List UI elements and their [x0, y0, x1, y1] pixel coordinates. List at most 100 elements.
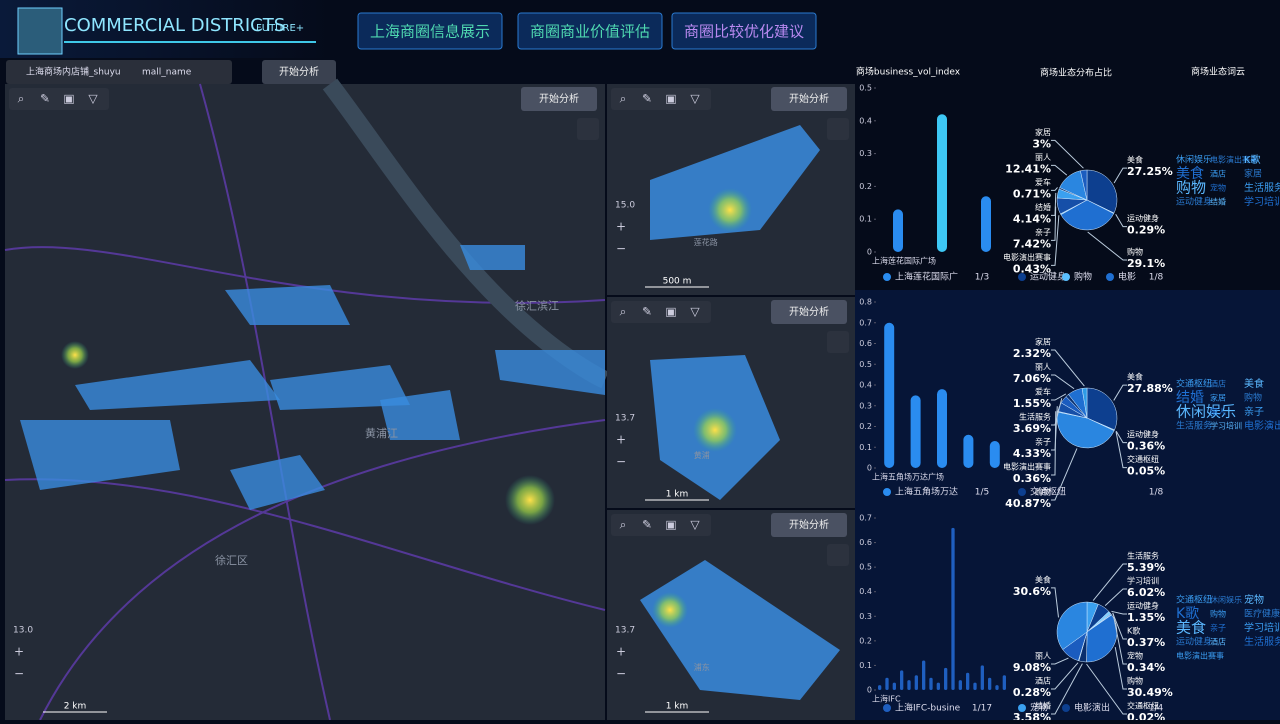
- chart-title: 商场业态分布占比: [1040, 67, 1112, 79]
- analyze-label[interactable]: 开始分析: [539, 92, 579, 105]
- slice-name: 爱车: [1035, 177, 1051, 187]
- y-tick-label: 0.1: [859, 443, 872, 452]
- analyze-label[interactable]: 开始分析: [279, 65, 319, 78]
- analyze-label[interactable]: 开始分析: [789, 305, 829, 318]
- legend-swatch: [883, 273, 891, 281]
- bar: [937, 683, 940, 690]
- pager: 1/5: [975, 488, 989, 498]
- slice-name: 家居: [1035, 337, 1051, 347]
- pager: 1/8: [1149, 273, 1164, 283]
- legend-swatch: [1018, 704, 1026, 712]
- analyze-label[interactable]: 开始分析: [789, 518, 829, 531]
- map-tool-icon: ✎: [642, 92, 652, 106]
- slice-name: 家居: [1035, 127, 1051, 137]
- place-label: 黄浦: [694, 450, 710, 460]
- word: 酒店: [1210, 379, 1226, 389]
- legend-swatch: [1018, 273, 1026, 281]
- legend-label[interactable]: 电影: [1118, 271, 1136, 283]
- slice-name: 亲子: [1035, 437, 1051, 447]
- layers-button[interactable]: [827, 118, 849, 140]
- slice-name: 美食: [1127, 372, 1143, 382]
- bar: [885, 678, 888, 690]
- bar: [1003, 675, 1006, 690]
- word: 宠物: [1244, 593, 1264, 606]
- y-tick-label: 0.6: [859, 538, 872, 547]
- logo: [18, 8, 62, 54]
- bar: [878, 685, 881, 690]
- legend-label[interactable]: 运动健身: [1030, 271, 1066, 283]
- analyze-label[interactable]: 开始分析: [789, 92, 829, 105]
- word: 学习培训: [1244, 621, 1280, 634]
- zoom-out[interactable]: −: [616, 242, 626, 256]
- layers-button[interactable]: [577, 118, 599, 140]
- x-tick-label: 上海五角场万达广场: [872, 472, 944, 482]
- slice-value: 9.08%: [1013, 661, 1051, 674]
- bar: [944, 668, 947, 690]
- slice-name: 电影演出赛事: [1003, 462, 1051, 472]
- y-tick-label: 0.1: [859, 215, 872, 224]
- map-tool-icon: ⌕: [18, 92, 25, 106]
- layers-button[interactable]: [827, 544, 849, 566]
- zoom-in[interactable]: +: [616, 645, 626, 659]
- bar: [915, 675, 918, 690]
- tab-label[interactable]: 商圈比较优化建议: [684, 23, 804, 41]
- scale-label: 2 km: [64, 702, 87, 712]
- word: 购物: [1176, 179, 1206, 197]
- zoom-in[interactable]: +: [14, 645, 24, 659]
- map-tool-icon: ▽: [690, 518, 700, 532]
- bar: [981, 196, 991, 252]
- x-tick-label: 上海莲花国际广场: [872, 256, 936, 266]
- place-label: 徐汇区: [215, 553, 248, 567]
- layer-select[interactable]: 上海商场内店铺_shuyu: [26, 66, 121, 78]
- tab-label[interactable]: 商圈商业价值评估: [530, 23, 650, 41]
- layers-button[interactable]: [827, 331, 849, 353]
- tab-label[interactable]: 上海商圈信息展示: [370, 23, 490, 41]
- chart-title: 商场business_vol_index: [856, 66, 961, 78]
- bar: [981, 665, 984, 690]
- y-tick-label: 0.6: [859, 339, 872, 348]
- zoom-in[interactable]: +: [616, 220, 626, 234]
- legend-label[interactable]: 上海莲花国际广: [895, 271, 958, 283]
- legend-label[interactable]: 上海五角场万达: [895, 486, 958, 498]
- word: 学习培训: [1210, 421, 1242, 431]
- heat: [652, 592, 688, 628]
- word: 运动健身: [1176, 636, 1212, 648]
- legend-swatch: [1062, 704, 1070, 712]
- bar: [973, 683, 976, 690]
- y-tick-label: 0.2: [859, 182, 872, 191]
- legend-label[interactable]: 购物: [1074, 271, 1092, 283]
- place-label: 黄浦江: [365, 426, 398, 440]
- legend-label[interactable]: 交通枢纽: [1030, 486, 1066, 498]
- zoom-out[interactable]: −: [14, 667, 24, 681]
- zoom-out[interactable]: −: [616, 455, 626, 469]
- word: 休闲娱乐: [1176, 403, 1236, 421]
- slice-value: 0.28%: [1013, 686, 1051, 699]
- word: 学习培训: [1244, 195, 1280, 208]
- wordcloud-title: 商场业态词云: [1191, 66, 1245, 78]
- slice-value: 40.87%: [1005, 497, 1051, 510]
- bar: [922, 661, 925, 690]
- legend-swatch: [1018, 488, 1026, 496]
- legend-label[interactable]: 电影演出: [1074, 702, 1110, 714]
- word: 交通枢纽: [1176, 594, 1212, 606]
- zoom-in[interactable]: +: [616, 433, 626, 447]
- zoom-out[interactable]: −: [616, 667, 626, 681]
- slice-value: 1.35%: [1127, 611, 1165, 624]
- slice-value: 0.36%: [1127, 440, 1165, 453]
- word: 酒店: [1210, 637, 1226, 647]
- field-select[interactable]: mall_name: [142, 68, 192, 78]
- bar: [911, 395, 921, 468]
- slice-value: 29.1%: [1127, 257, 1165, 270]
- bar: [995, 685, 998, 690]
- legend-label[interactable]: 上海IFC-busine: [895, 702, 961, 714]
- word: 交通枢纽: [1176, 378, 1212, 390]
- y-tick-label: 0.3: [859, 401, 872, 410]
- y-tick-label: 0.4: [859, 381, 872, 390]
- word: 电影演出赛事: [1176, 651, 1224, 661]
- legend-label[interactable]: 宠物: [1030, 702, 1048, 714]
- word: K歌: [1244, 153, 1261, 166]
- y-tick-label: 0.7: [859, 514, 872, 523]
- bar: [893, 683, 896, 690]
- slice-name: K歌: [1127, 626, 1140, 636]
- slice-name: 运动健身: [1127, 213, 1159, 223]
